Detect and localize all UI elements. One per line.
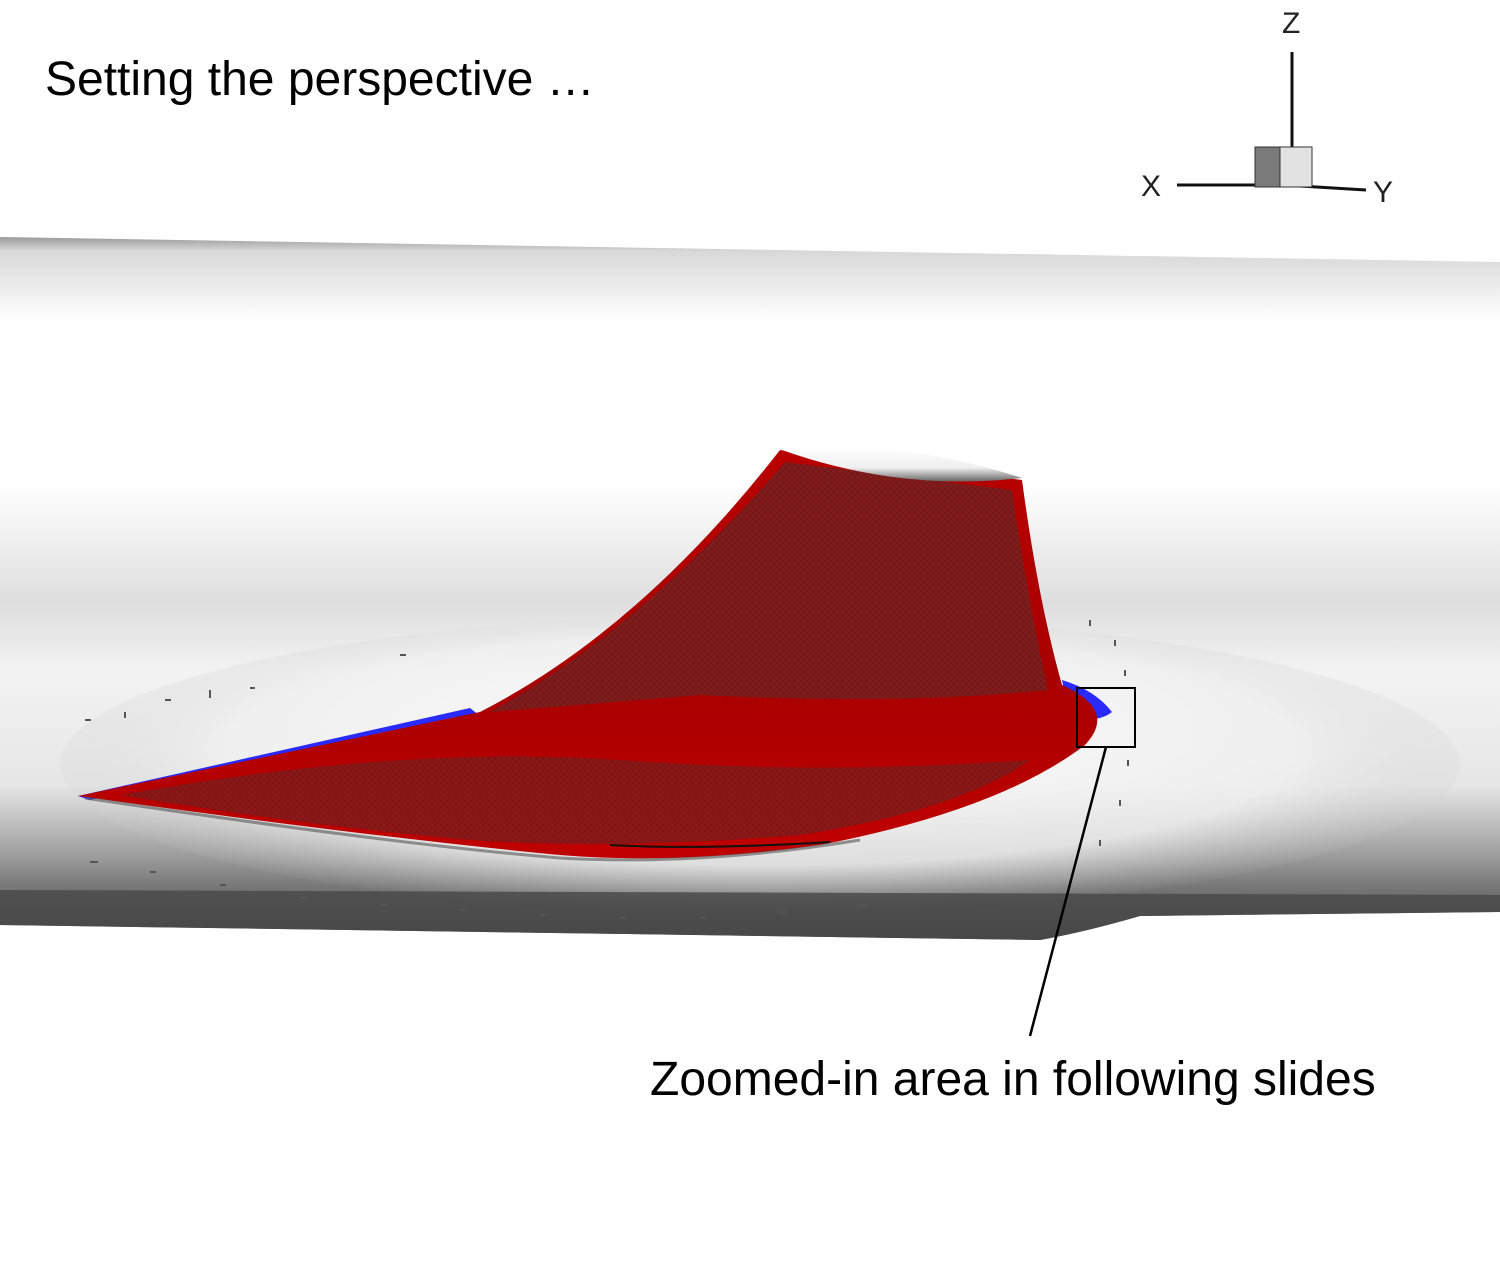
fin-trailing-line — [609, 841, 831, 848]
z-axis-label: Z — [1282, 7, 1300, 40]
y-axis-label: Y — [1373, 176, 1393, 209]
fin-mesh-lower — [120, 756, 1030, 844]
fin-mesh-upper — [490, 462, 1048, 712]
axes-triad: Z X Y — [1141, 7, 1393, 209]
contour-dots — [85, 620, 1129, 919]
fuselage-lower-shadow — [0, 890, 1500, 940]
triad-cube-light — [1279, 146, 1313, 188]
callout-leader-line — [1028, 746, 1108, 1037]
zoom-callout — [1028, 687, 1136, 1037]
slide-title: Setting the perspective … — [45, 53, 595, 106]
triad-cube-dark — [1254, 146, 1281, 188]
fin-root-line — [84, 796, 861, 862]
fin-geometry — [78, 447, 1112, 862]
x-axis-label: X — [1141, 170, 1161, 203]
callout-label: Zoomed-in area in following slides — [650, 1053, 1376, 1106]
fin-tip — [782, 447, 1022, 482]
